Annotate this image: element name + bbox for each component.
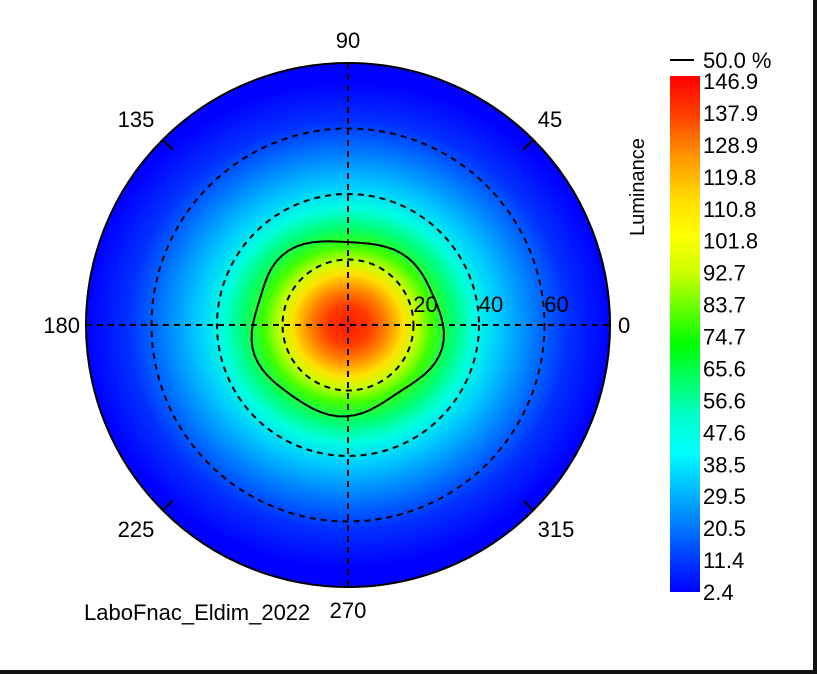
grid-ring-20 [281,258,415,392]
grid-ring-40 [216,193,480,457]
radius-label-20: 20 [413,292,437,317]
colorbar-tick-label: 47.6 [703,420,746,445]
angle-label-315: 315 [538,517,575,542]
colorbar-tick-label: 128.9 [703,133,758,158]
rim-ticks [162,139,534,511]
colorbar-tick-label: 146.9 [703,69,758,94]
angle-label-0: 0 [618,313,630,338]
colorbar-tick-label: 119.8 [703,165,756,190]
angle-label-135: 135 [118,107,155,132]
radius-labels: 20 40 60 [413,292,568,317]
rim-tick-225 [162,499,174,511]
angle-label-90: 90 [336,28,360,53]
colorbar [670,76,700,592]
colorbar-tick-label: 11.4 [703,548,744,573]
colorbar-label: Luminance [627,138,649,236]
angle-label-180: 180 [43,313,80,338]
colorbar-tick-label: 38.5 [703,452,746,477]
colorbar-tick-label: 101.8 [703,229,758,254]
colorbar-tick-label: 110.8 [703,197,756,222]
angle-label-45: 45 [538,107,562,132]
rim-tick-135 [162,139,174,151]
grid-ring-60 [150,127,546,523]
colorbar-tick-label: 74.7 [703,325,746,350]
colorbar-tick-label: 20.5 [703,516,746,541]
angle-label-270: 270 [330,598,367,623]
colorbar-ticks: 146.9 137.9 128.9 119.8 110.8 101.8 92.7 83.7 74… [703,69,758,605]
rim-tick-315 [522,499,534,511]
colorbar-tick-label: 83.7 [703,293,746,318]
colorbar-tick-label: 92.7 [703,261,746,286]
angle-label-225: 225 [118,517,155,542]
contour-legend-label: 50.0 % [703,48,772,73]
radius-label-40: 40 [479,292,503,317]
colorbar-tick-label: 2.4 [703,580,734,605]
rim-tick-45 [522,139,534,151]
polar-grid [86,63,610,587]
angle-labels: 0 45 90 135 180 225 270 315 [43,28,630,623]
colorbar-tick-label: 29.5 [703,484,746,509]
contour-50-percent [250,240,445,418]
source-label: LaboFnac_Eldim_2022 [84,600,310,625]
colorbar-tick-label: 137.9 [703,101,758,126]
colorbar-tick-label: 56.6 [703,388,746,413]
radius-label-60: 60 [544,292,568,317]
heatmap-luminance-field [86,81,610,569]
colorbar-tick-label: 65.6 [703,356,746,381]
